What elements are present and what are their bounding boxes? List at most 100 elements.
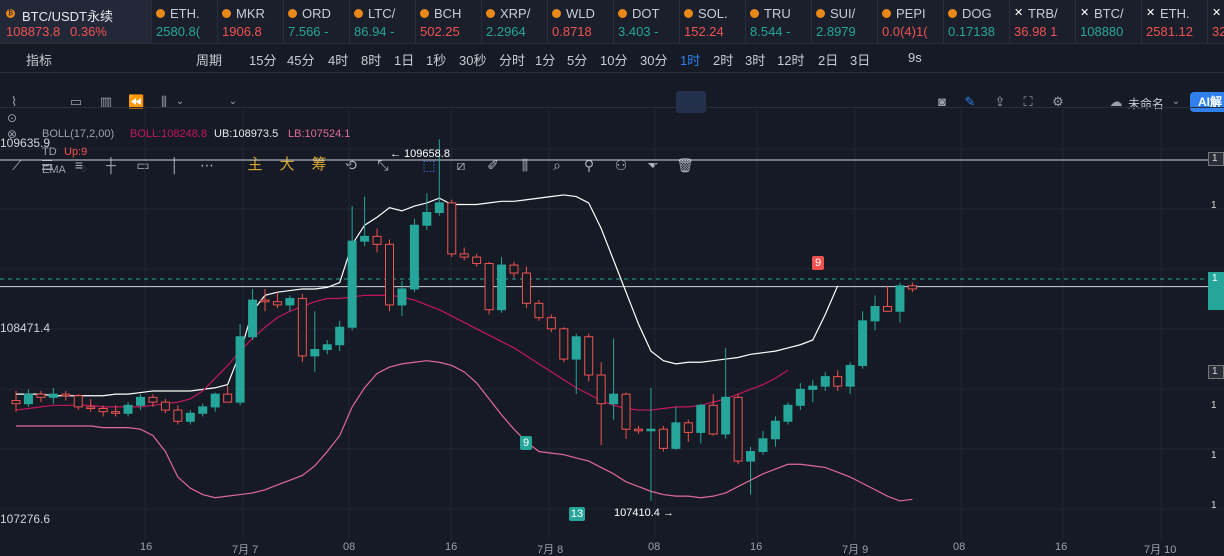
right-price-tag: 1 bbox=[1208, 152, 1224, 166]
magnet-cursor-icon[interactable]: ⬚ bbox=[422, 157, 436, 173]
collapse-legend-icon[interactable]: ⊙ bbox=[6, 111, 18, 125]
ticker-item[interactable]: ORD 7.566 - bbox=[284, 0, 350, 43]
axis-label-top: 109635.9 bbox=[0, 136, 51, 150]
timeframe-7[interactable]: 分时 bbox=[499, 53, 526, 68]
timeframe-12[interactable]: 1时 bbox=[680, 53, 701, 68]
timeframe-2[interactable]: 4时 bbox=[328, 53, 349, 68]
ticker-item[interactable]: ✕ TRB/36.98 1 bbox=[1010, 0, 1076, 43]
eye-hidden-icon[interactable]: ◌ bbox=[80, 163, 87, 175]
timeframe-3[interactable]: 8时 bbox=[361, 53, 382, 68]
candle-style-icon[interactable]: ⫼ bbox=[161, 94, 167, 109]
filter-icon[interactable]: ⏷ bbox=[647, 157, 659, 173]
more-icon[interactable]: ⋯ bbox=[200, 157, 214, 173]
timeframe-4[interactable]: 1日 bbox=[394, 53, 415, 68]
timeframe-0[interactable]: 15分 bbox=[249, 53, 277, 68]
period-button[interactable]: 周期 bbox=[196, 53, 223, 68]
vertical-line-icon[interactable]: │ bbox=[170, 157, 180, 173]
candle-body bbox=[459, 253, 469, 258]
ticker-symbol: BTC/ bbox=[1094, 6, 1124, 21]
ticker-symbol: PEPI bbox=[896, 6, 926, 21]
camera-icon[interactable]: ◙ bbox=[938, 94, 946, 109]
layout-icon[interactable]: ▥ bbox=[99, 94, 113, 109]
timeframe-6[interactable]: 30秒 bbox=[459, 53, 487, 68]
legend-boll-name[interactable]: BOLL(17,2,00) bbox=[42, 128, 115, 140]
timeframe-17[interactable]: 3日 bbox=[850, 53, 871, 68]
ticker-price: 152.24 bbox=[684, 24, 724, 39]
share-icon[interactable]: ⇪ bbox=[994, 94, 1006, 109]
candle-body bbox=[497, 264, 507, 311]
ticker-item[interactable]: PEPI 0.0(4)1( bbox=[878, 0, 944, 43]
ticker-item[interactable]: ✕ BTC/108880 bbox=[1076, 0, 1142, 43]
zoom-icon[interactable]: ⌕ bbox=[553, 157, 561, 173]
candle-body bbox=[534, 302, 544, 319]
rectangle-icon[interactable]: ▭ bbox=[136, 157, 150, 173]
ticker-item[interactable]: ✕TA322.5 bbox=[1208, 0, 1224, 43]
crosshair-line-icon[interactable]: ┼ bbox=[106, 157, 116, 173]
timeframe-11[interactable]: 30分 bbox=[640, 53, 668, 68]
rewind-icon[interactable]: ⏪ bbox=[128, 94, 145, 109]
period-chevron-icon[interactable]: ⌄ bbox=[228, 96, 238, 107]
ticker-item[interactable]: SUI/2.8979 bbox=[812, 0, 878, 43]
fullscreen-icon[interactable]: ⛶ bbox=[1023, 94, 1033, 109]
chart-type-icon[interactable]: ⌇ bbox=[10, 94, 18, 109]
ticker-item[interactable]: DOT 3.403 - bbox=[614, 0, 680, 43]
ticker-item[interactable]: SOL. 152.24 bbox=[680, 0, 746, 43]
legend-td-name[interactable]: TD bbox=[42, 146, 57, 158]
ticker-item[interactable]: ETH. 2580.8( bbox=[152, 0, 218, 43]
candle-body bbox=[272, 301, 282, 306]
trash-icon[interactable]: 🗑 bbox=[676, 157, 694, 173]
layout-chevron-icon[interactable]: ⌄ bbox=[1171, 96, 1181, 107]
calendar-icon[interactable]: ▭ bbox=[69, 94, 83, 109]
timeframe-15[interactable]: 12时 bbox=[777, 53, 805, 68]
ticker-main[interactable]: ₿ BTC/USDT永续 108873.8 0.36% bbox=[0, 0, 152, 43]
timeframe-14[interactable]: 3时 bbox=[745, 53, 766, 68]
ticker-item[interactable]: BCH 502.25 bbox=[416, 0, 482, 43]
ticker-item[interactable]: DOG 0.17138 bbox=[944, 0, 1010, 43]
lock-icon[interactable]: ⚇ bbox=[614, 157, 628, 173]
brush-icon[interactable]: ✐ bbox=[487, 157, 499, 173]
ticker-price: 2580.8( bbox=[156, 24, 201, 39]
ticker-item[interactable]: TRU 8.544 - bbox=[746, 0, 812, 43]
pattern-icon[interactable]: ⫼ bbox=[521, 157, 529, 173]
price-chart[interactable] bbox=[0, 109, 1224, 539]
ticker-item[interactable]: ✕ ETH. 2581.12 bbox=[1142, 0, 1208, 43]
timeframe-8[interactable]: 1分 bbox=[535, 53, 556, 68]
measure-icon[interactable]: ⤡ bbox=[377, 157, 389, 173]
candle-body bbox=[484, 262, 494, 311]
candle-body bbox=[397, 288, 407, 306]
candle-body bbox=[385, 243, 394, 306]
pencil-icon[interactable]: ✎ bbox=[964, 94, 976, 109]
timeframe-16[interactable]: 2日 bbox=[818, 53, 839, 68]
cloud-icon[interactable]: ☁ bbox=[1109, 94, 1123, 109]
timeframe-1[interactable]: 45分 bbox=[287, 53, 315, 68]
text-icon[interactable]: ⚲ bbox=[583, 157, 595, 173]
chart-canvas[interactable] bbox=[0, 109, 1224, 539]
candle-body bbox=[422, 211, 432, 226]
candle-body bbox=[248, 299, 258, 338]
ruler-icon[interactable]: ⧄ bbox=[456, 157, 466, 173]
settings-gear-icon[interactable]: ⚙ bbox=[1052, 94, 1064, 109]
timeframe-10[interactable]: 10分 bbox=[600, 53, 628, 68]
ticker-item[interactable]: LTC/86.94 - bbox=[350, 0, 416, 43]
chevron-down-icon[interactable]: ⌄ bbox=[175, 96, 185, 107]
ticker-item[interactable]: MKR 1906.8 bbox=[218, 0, 284, 43]
parallel-lines-icon[interactable]: ≡ bbox=[74, 157, 84, 173]
candle-body bbox=[48, 393, 58, 398]
timeframe-13[interactable]: 2时 bbox=[713, 53, 734, 68]
timeframe-9[interactable]: 5分 bbox=[567, 53, 588, 68]
candle-body bbox=[148, 396, 158, 403]
legend-ema-name[interactable]: EMA bbox=[42, 164, 66, 176]
candle-body bbox=[596, 374, 606, 405]
indicators-button[interactable]: 指标 bbox=[26, 53, 53, 68]
trend-line-icon[interactable]: ⟋ bbox=[12, 157, 22, 173]
ticker-price: 8.544 - bbox=[750, 24, 791, 39]
ticker-item[interactable]: WLD 0.8718 bbox=[548, 0, 614, 43]
timeframe-5[interactable]: 1秒 bbox=[426, 53, 447, 68]
sync-icon[interactable]: ⟲ bbox=[345, 157, 357, 173]
ticker-item[interactable]: XRP/2.2964 bbox=[482, 0, 548, 43]
expand-legend-icon[interactable]: ⊗ bbox=[6, 127, 18, 141]
top-toolbar: ⌇ 指标 ▭ ▥ ⏪ ⫼ ⌄ 周期 ⌄ 15分 45分 4时 8时 1日 1秒 30秒 分时 1… bbox=[0, 44, 1224, 113]
exchange-x-icon: ✕ bbox=[1212, 7, 1222, 19]
exchange-x-icon: ✕ bbox=[1014, 7, 1024, 19]
horizontal-lines-icon[interactable]: ☰ bbox=[40, 157, 54, 173]
